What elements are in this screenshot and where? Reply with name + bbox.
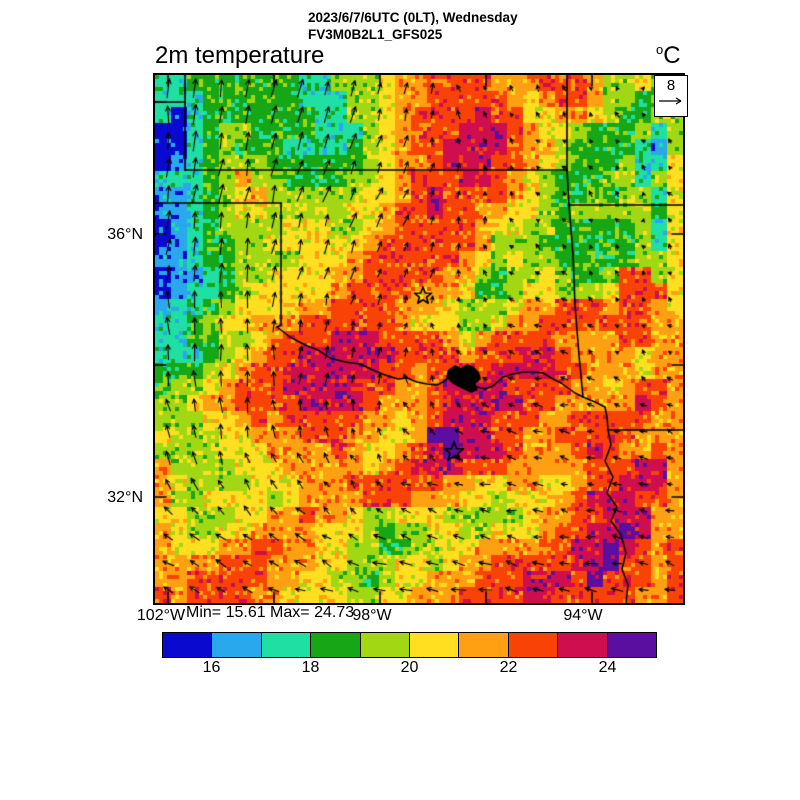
units-letter: C — [663, 42, 681, 69]
colorbar-segment — [310, 632, 361, 658]
run-datetime-title: 2023/6/7/6UTC (0LT), Wednesday — [308, 10, 518, 25]
wind-reference-value: 8 — [666, 77, 676, 94]
colorbar-tick-label: 22 — [499, 659, 518, 676]
colorbar-segment — [260, 632, 312, 658]
lat-label-32n: 32°N — [107, 489, 143, 506]
colorbar-tick-label: 20 — [400, 659, 419, 676]
colorbar-tick-label: 18 — [301, 659, 320, 676]
colorbar-segment — [507, 632, 559, 658]
colorbar-segment — [162, 632, 213, 658]
minmax-readout: Min= 15.61 Max= 24.73 — [186, 604, 355, 621]
lon-label-102w: 102°W — [136, 607, 186, 624]
wind-reference-box: 8 — [654, 75, 688, 117]
colorbar-tick-label: 16 — [202, 659, 221, 676]
map-frame — [153, 73, 685, 605]
model-name-title: FV3M0B2L1_GFS025 — [308, 27, 443, 42]
colorbar-segment — [409, 632, 460, 658]
colorbar-segment — [359, 632, 411, 658]
colorbar-segment — [458, 632, 509, 658]
lat-label-36n: 36°N — [107, 226, 143, 243]
degree-symbol: o — [656, 42, 664, 57]
colorbar-segment — [606, 632, 658, 658]
lon-label-98w: 98°W — [352, 607, 392, 624]
plot-title: 2m temperature — [155, 42, 325, 69]
colorbar — [162, 632, 658, 658]
colorbar-segment — [557, 632, 608, 658]
colorbar-tick-label: 24 — [598, 659, 617, 676]
colorbar-segment — [211, 632, 262, 658]
wind-reference-arrow-icon — [659, 97, 682, 105]
temperature-map-canvas — [155, 75, 683, 603]
lon-label-94w: 94°W — [563, 607, 603, 624]
units-label: oC — [656, 42, 681, 70]
